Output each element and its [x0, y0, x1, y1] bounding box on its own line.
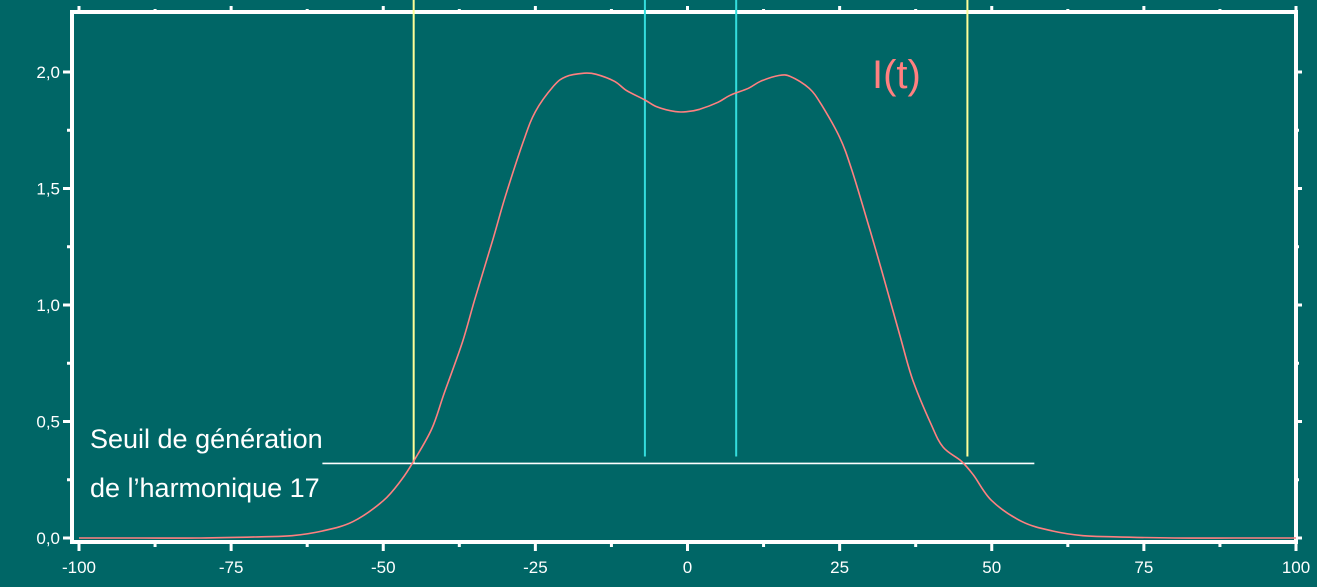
x-tick-label: -75 — [219, 558, 244, 577]
y-tick-label: 0,0 — [36, 529, 60, 548]
y-tick-label: 2,0 — [36, 63, 60, 82]
axis-ticks: -100 -75 -50 -25 0 25 50 75 100 0,0 0,5 1,0 1,5 2,0 — [36, 6, 1310, 577]
plot-frame — [70, 10, 1298, 544]
threshold-annotation-line-2: de l’harmonique 17 — [90, 473, 320, 503]
x-tick-label: 50 — [982, 558, 1001, 577]
y-tick-label: 1,0 — [36, 296, 60, 315]
x-tick-label: 100 — [1282, 558, 1310, 577]
y-tick-label: 1,5 — [36, 180, 60, 199]
threshold-annotation-line-1: Seuil de génération — [90, 424, 323, 454]
y-tick-label: 0,5 — [36, 413, 60, 432]
x-tick-label: 25 — [830, 558, 849, 577]
x-tick-label: 0 — [683, 558, 692, 577]
x-tick-label: 75 — [1134, 558, 1153, 577]
x-tick-label: -25 — [523, 558, 548, 577]
x-tick-label: -50 — [371, 558, 396, 577]
x-tick-label: -100 — [62, 558, 96, 577]
series-label: I(t) — [872, 53, 921, 97]
vertical-markers — [412, 0, 969, 464]
series-curve — [79, 72, 1296, 539]
